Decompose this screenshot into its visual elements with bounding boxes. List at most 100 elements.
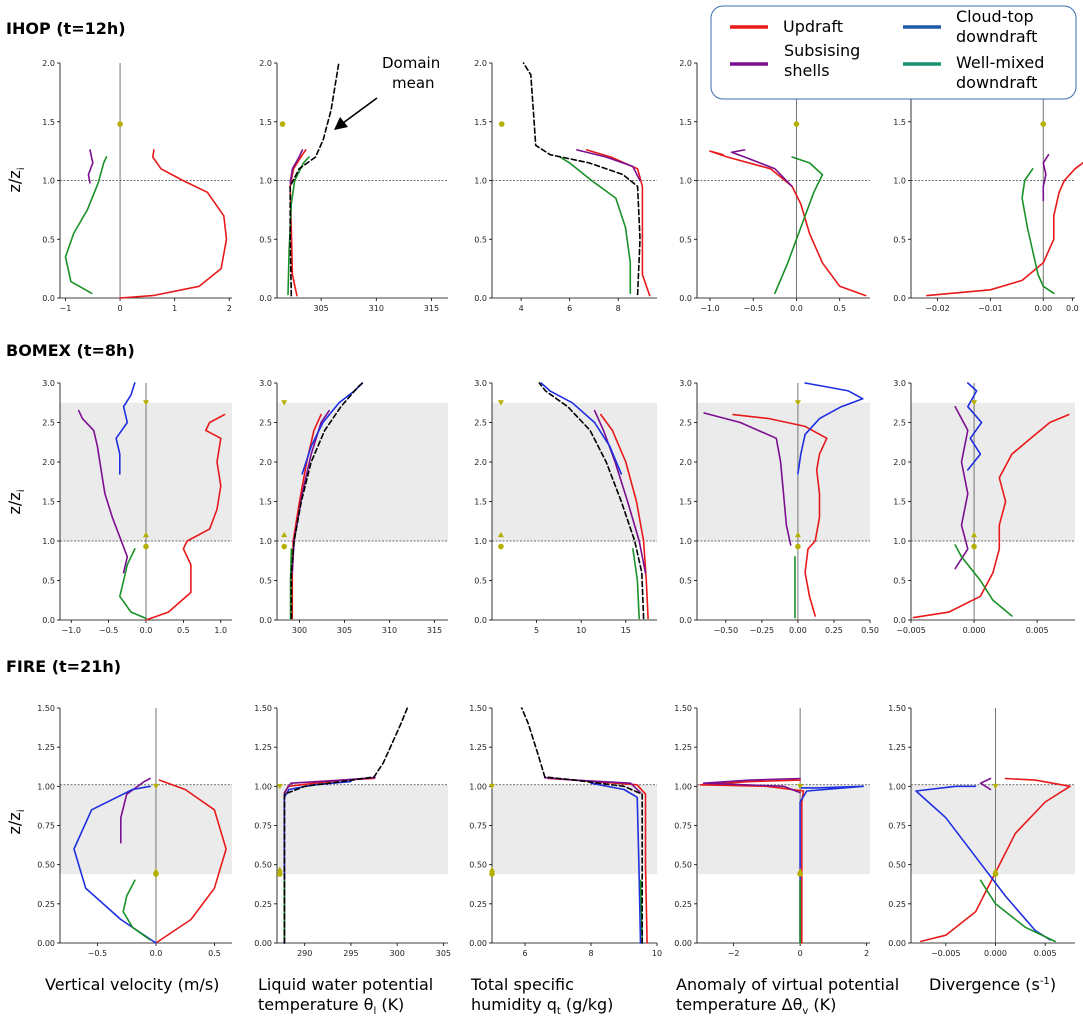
- marker-tri-up: [489, 866, 495, 872]
- y-tick-label: 1.5: [42, 118, 55, 127]
- marker-circle: [1040, 121, 1047, 127]
- panel-r0-c4: 0.00.51.01.52.0−0.02−0.010.000.0: [893, 59, 1083, 313]
- x-tick-label: 1: [172, 304, 177, 313]
- y-tick-label: 1.0: [474, 177, 487, 186]
- y-tick-label: 1.0: [474, 537, 487, 546]
- marker-tri-down: [143, 400, 149, 406]
- series-updraft: [585, 149, 651, 297]
- y-tick-label: 0.50: [37, 861, 55, 870]
- series-shell: [77, 409, 129, 574]
- y-tick-label: 1.5: [42, 498, 55, 507]
- x-tick-label: 290: [297, 949, 312, 958]
- x-tick-label: 295: [343, 949, 358, 958]
- series-shell: [954, 405, 969, 570]
- panel-r1-c4: 0.0 0.5 1.0 1.5 2.0 2.5 3.0 −0.005 0.000 0.005: [893, 379, 1075, 635]
- series-wellmixed: [64, 156, 108, 295]
- series-wellmixed: [289, 548, 293, 620]
- y-tick-label: 0.5: [474, 577, 487, 586]
- y-tick-label: 2.0: [42, 59, 55, 68]
- y-tick-label: 1.50: [469, 704, 487, 713]
- y-tick-label: 1.5: [474, 118, 487, 127]
- y-tick-label: 3.0: [259, 379, 272, 388]
- shaded-layer: [492, 784, 657, 875]
- legend-label-shell-2: shells: [784, 61, 830, 80]
- annotation-arrow-shaft: [342, 97, 378, 124]
- marker-tri-down: [794, 400, 801, 406]
- series-shell: [87, 149, 94, 184]
- x-tick-label: −0.5: [744, 304, 763, 313]
- x-tick-label: 2: [227, 304, 232, 313]
- y-tick-label: 3.0: [893, 379, 906, 388]
- series-shell: [593, 409, 647, 574]
- series-mean: [520, 707, 643, 944]
- series-shell: [576, 149, 641, 182]
- x-tick-label: 0.25: [825, 626, 843, 635]
- y-tick-label: 0.25: [888, 900, 906, 909]
- x-tick-label: 4: [519, 304, 524, 313]
- legend-label-cloudtop-1: Cloud-top: [956, 7, 1034, 26]
- marker-circle: [153, 871, 159, 877]
- marker-circle: [498, 121, 505, 127]
- y-tick-label: 2.0: [679, 458, 692, 467]
- x-tick-label: 1.0: [214, 626, 227, 635]
- series-cloudtop: [967, 382, 983, 471]
- y-tick-label: 1.25: [254, 743, 272, 752]
- series-updraft: [155, 779, 227, 944]
- y-tick-label: 0.5: [42, 235, 55, 244]
- y-tick-label: 0.00: [674, 939, 692, 948]
- legend-label-updraft: Updraft: [783, 17, 843, 36]
- panel-r1-c0: 0.0 0.5 1.0 1.5 2.0 2.5 3.0 −1.0 −0.5 0.0 0.5 1.0: [42, 379, 232, 635]
- series-cloudtop: [73, 785, 157, 944]
- x-tick-label: −0.25: [750, 626, 775, 635]
- y-tick-label: 1.00: [469, 782, 487, 791]
- y-tick-label: 0.0: [259, 294, 272, 303]
- legend-label-wellmixed-2: downdraft: [956, 73, 1037, 92]
- marker-tri-down: [797, 783, 804, 790]
- x-tick-label: 0.005: [1034, 949, 1057, 958]
- y-tick-label: 0.0: [474, 616, 487, 625]
- series-updraft: [912, 413, 1070, 619]
- x-tick-label: 2: [864, 949, 869, 958]
- y-tick-label: 1.5: [259, 118, 272, 127]
- col-label-theta-1: Liquid water potential: [258, 975, 433, 994]
- col-label-theta-2: temperature θl (K): [258, 995, 404, 1017]
- x-tick-label: 305: [436, 949, 451, 958]
- marker-circle: [992, 871, 999, 877]
- y-tick-label: 1.0: [679, 177, 692, 186]
- x-tick-label: 15: [621, 626, 631, 635]
- x-tick-label: 0.5: [833, 304, 846, 313]
- legend-label-wellmixed-1: Well-mixed: [956, 53, 1044, 72]
- panel-r0-c0: 0.0 0.5 1.0 1.5 2.0 −1 0 1 2: [42, 59, 232, 313]
- y-tick-label: 1.50: [674, 704, 692, 713]
- marker-tri-up: [497, 531, 504, 538]
- y-tick-label: 0.25: [37, 900, 55, 909]
- x-tick-label: −0.005: [896, 626, 926, 635]
- row-title-ihop: IHOP (t=12h): [6, 19, 126, 38]
- col-label-anomaly-1: Anomaly of virtual potential: [676, 975, 899, 994]
- shaded-layer: [697, 402, 870, 541]
- x-tick-label: 0: [118, 304, 123, 313]
- y-tick-label: 0.0: [893, 616, 906, 625]
- x-tick-label: 305: [313, 304, 328, 313]
- x-tick-label: 10: [576, 626, 586, 635]
- y-tick-label: 2.5: [42, 419, 55, 428]
- series-shell: [289, 149, 304, 184]
- col-label-humidity-1: Total specific: [470, 975, 574, 994]
- legend-label-cloudtop-2: downdraft: [956, 27, 1037, 46]
- y-tick-label: 1.0: [893, 537, 906, 546]
- x-tick-label: 5: [534, 626, 539, 635]
- x-tick-label: 0.5: [177, 626, 190, 635]
- y-tick-label: 0.50: [469, 861, 487, 870]
- x-tick-label: −0.005: [931, 949, 961, 958]
- marker-tri-down: [489, 783, 495, 790]
- series-mean: [290, 382, 364, 620]
- x-tick-label: 0.0: [140, 626, 153, 635]
- panel-r0-c2: 0.0 0.5 1.0 1.5 2.0 4 6 8: [474, 59, 657, 313]
- x-tick-label: 8: [616, 304, 621, 313]
- y-tick-label: 1.5: [679, 498, 692, 507]
- series-cloudtop: [590, 782, 642, 944]
- shaded-layer: [60, 784, 232, 875]
- series-shell: [1042, 153, 1050, 202]
- x-tick-label: −1.0: [700, 304, 719, 313]
- y-tick-label: 1.5: [893, 498, 906, 507]
